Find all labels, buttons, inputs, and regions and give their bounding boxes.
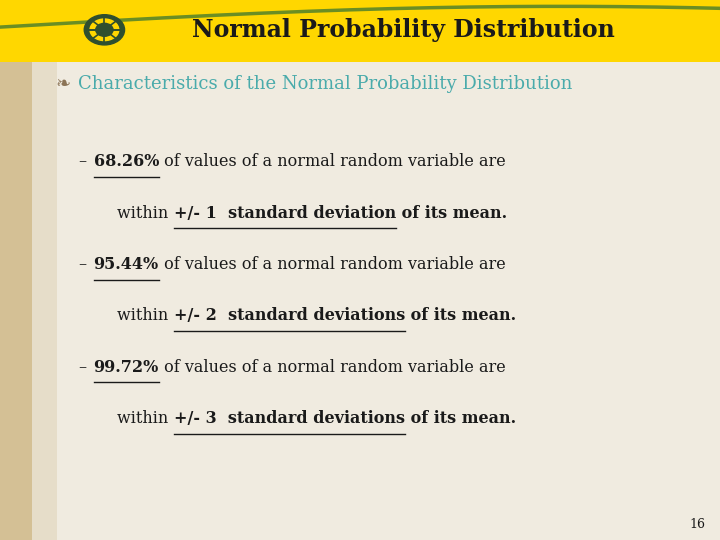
Text: of its mean.: of its mean.: [405, 410, 516, 427]
Text: of its mean.: of its mean.: [405, 307, 516, 325]
Text: of values of a normal random variable are: of values of a normal random variable ar…: [159, 153, 505, 171]
Text: +/- 3  standard deviations: +/- 3 standard deviations: [174, 410, 405, 427]
Text: Characteristics of the Normal Probability Distribution: Characteristics of the Normal Probabilit…: [78, 75, 572, 93]
Text: 99.72%: 99.72%: [94, 359, 159, 376]
Text: of its mean.: of its mean.: [396, 205, 507, 222]
Text: 68.26%: 68.26%: [94, 153, 159, 171]
Text: +/- 1  standard deviation: +/- 1 standard deviation: [174, 205, 396, 222]
Bar: [32, 62, 57, 540]
Text: –: –: [78, 153, 86, 171]
Text: –: –: [78, 256, 86, 273]
Text: +/- 2  standard deviations: +/- 2 standard deviations: [174, 307, 405, 325]
Circle shape: [84, 15, 125, 45]
Text: within: within: [117, 410, 174, 427]
Text: within: within: [117, 205, 174, 222]
Text: 95.44%: 95.44%: [94, 256, 158, 273]
Bar: [0, 62, 32, 540]
Text: –: –: [78, 359, 86, 376]
Text: ❧: ❧: [55, 75, 71, 93]
Text: of values of a normal random variable are: of values of a normal random variable ar…: [158, 256, 505, 273]
Text: 16: 16: [689, 518, 705, 531]
Text: Normal Probability Distribution: Normal Probability Distribution: [192, 18, 615, 42]
Text: within: within: [117, 307, 174, 325]
Bar: [0, 0, 720, 62]
Circle shape: [96, 23, 113, 36]
Circle shape: [90, 19, 119, 40]
Text: of values of a normal random variable are: of values of a normal random variable ar…: [159, 359, 505, 376]
